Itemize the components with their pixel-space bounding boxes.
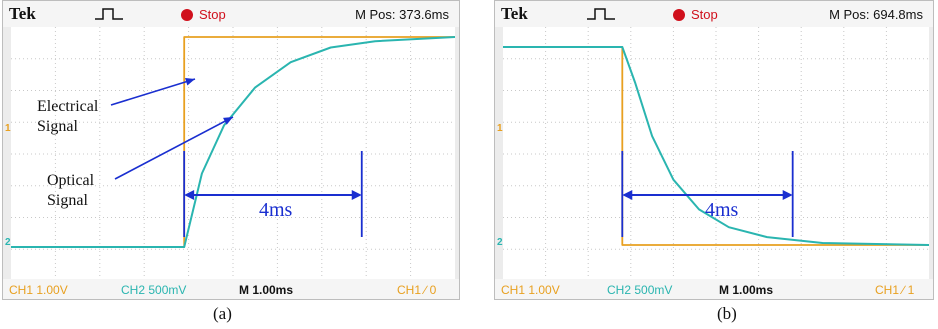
trigger-readout: CH1 ∕ 0 bbox=[397, 283, 437, 297]
ch1-level-marker: 1 bbox=[5, 123, 11, 134]
measurement-arrowhead-left bbox=[622, 190, 633, 200]
optical-pointer-arrow-head bbox=[223, 117, 233, 125]
optical-label-line2: Signal bbox=[47, 192, 88, 209]
time-scale: M 1.00ms bbox=[719, 283, 774, 297]
channel-settings-bar: CH1 1.00V CH2 500mV M 1.00ms CH1 ∕ 1 bbox=[495, 279, 933, 299]
ch2-scale: CH2 500mV bbox=[607, 283, 673, 297]
ch2-level-marker: 2 bbox=[497, 237, 503, 248]
measurement-label: 4ms bbox=[259, 199, 293, 221]
optical-label-line1: Optical bbox=[47, 172, 95, 189]
trigger-pulse-icon bbox=[95, 7, 123, 26]
stop-icon bbox=[181, 9, 193, 21]
electrical-label-line2: Signal bbox=[37, 118, 78, 135]
measurement-arrowhead-left bbox=[184, 190, 195, 200]
oscilloscope-panel-a: Tek Stop M Pos: 373.6ms 1 2 CH1 1.00V CH… bbox=[2, 0, 460, 300]
caption-a: (a) bbox=[213, 304, 232, 323]
optical-pointer-arrow bbox=[114, 116, 234, 180]
optical-signal-label: Optical Signal bbox=[47, 171, 94, 211]
m-pos-readout: M Pos: 373.6ms bbox=[355, 7, 449, 22]
stop-icon bbox=[673, 9, 685, 21]
ch1-scale: CH1 1.00V bbox=[501, 283, 560, 297]
status-bar: Tek Stop M Pos: 373.6ms bbox=[3, 1, 459, 27]
measurement-label: 4ms bbox=[705, 199, 739, 221]
brand-logo: Tek bbox=[501, 4, 528, 23]
ch2-level-marker: 2 bbox=[5, 237, 11, 248]
waveform-display bbox=[11, 27, 455, 281]
measurement-arrowhead-right bbox=[351, 190, 362, 200]
status-bar: Tek Stop M Pos: 694.8ms bbox=[495, 1, 933, 27]
ch1-scale: CH1 1.00V bbox=[9, 283, 68, 297]
oscilloscope-panel-b: Tek Stop M Pos: 694.8ms 1 2 CH1 1.00V CH… bbox=[494, 0, 934, 300]
ch2-scale: CH2 500mV bbox=[121, 283, 187, 297]
run-state: Stop bbox=[691, 7, 718, 22]
waveform-plot bbox=[11, 27, 455, 281]
ch2-trace bbox=[11, 36, 455, 248]
caption-b: (b) bbox=[717, 304, 737, 323]
trigger-pulse-icon bbox=[587, 7, 615, 26]
m-pos-readout: M Pos: 694.8ms bbox=[829, 7, 923, 22]
electrical-signal-label: Electrical Signal bbox=[37, 97, 98, 137]
measurement-arrowhead-right bbox=[782, 190, 793, 200]
channel-settings-bar: CH1 1.00V CH2 500mV M 1.00ms CH1 ∕ 0 bbox=[3, 279, 459, 299]
electrical-pointer-arrow-head bbox=[185, 78, 195, 86]
brand-logo: Tek bbox=[9, 4, 36, 23]
waveform-plot bbox=[503, 27, 929, 281]
electrical-label-line1: Electrical bbox=[37, 98, 99, 115]
electrical-pointer-arrow bbox=[110, 78, 196, 106]
ch1-level-marker: 1 bbox=[497, 123, 503, 134]
run-state: Stop bbox=[199, 7, 226, 22]
time-scale: M 1.00ms bbox=[239, 283, 294, 297]
waveform-display bbox=[503, 27, 929, 281]
trigger-readout: CH1 ∕ 1 bbox=[875, 283, 915, 297]
